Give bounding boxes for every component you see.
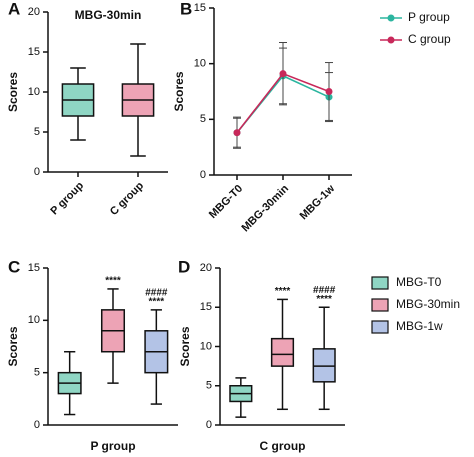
y-tick-label: 15 — [200, 301, 212, 313]
legend-label: P group — [408, 10, 450, 24]
panel-label: A — [8, 0, 20, 18]
legend-label: MBG-30min — [396, 297, 460, 311]
y-axis-title: Scores — [6, 72, 20, 112]
significance-label: #### — [145, 288, 168, 299]
y-tick-label: 20 — [28, 6, 40, 18]
y-axis-title: Scores — [172, 71, 186, 111]
data-point — [325, 88, 333, 95]
y-tick-label: 10 — [194, 58, 206, 70]
significance-label: **** — [149, 297, 165, 308]
legend-swatch — [371, 298, 389, 312]
y-tick-label: 20 — [200, 262, 212, 274]
y-tick-label: 10 — [200, 340, 212, 352]
significance-label: **** — [105, 276, 121, 287]
panel-label: D — [178, 257, 190, 276]
x-tick-label: C group — [108, 180, 146, 218]
x-axis-title: C group — [260, 439, 306, 453]
y-axis-title: Scores — [6, 326, 20, 366]
data-point — [233, 129, 241, 137]
significance-label: **** — [316, 294, 332, 305]
chart-title: MBG-30min — [75, 8, 142, 22]
legend-swatch — [371, 320, 389, 334]
y-tick-label: 5 — [200, 113, 206, 125]
y-tick-label: 5 — [34, 367, 40, 379]
y-tick-label: 0 — [34, 419, 40, 431]
significance-label: #### — [313, 285, 336, 296]
y-tick-label: 0 — [34, 166, 40, 178]
y-tick-label: 10 — [28, 314, 40, 326]
data-point — [279, 70, 287, 78]
y-axis-title: Scores — [178, 326, 192, 366]
y-tick-label: 15 — [28, 46, 40, 58]
box — [270, 337, 295, 367]
legend-marker — [387, 14, 395, 22]
x-axis-title: P group — [90, 439, 135, 453]
panel-label: B — [180, 0, 192, 18]
y-tick-label: 15 — [194, 2, 206, 14]
legend-marker — [387, 36, 395, 44]
y-tick-label: 15 — [28, 262, 40, 274]
y-tick-label: 5 — [206, 380, 212, 392]
legend-label: MBG-1w — [396, 319, 443, 333]
x-tick-label: P group — [48, 179, 86, 217]
y-tick-label: 0 — [200, 169, 206, 181]
y-tick-label: 0 — [206, 419, 212, 431]
x-tick-label: MBG-T0 — [207, 183, 245, 221]
y-tick-label: 10 — [28, 86, 40, 98]
legend-label: MBG-T0 — [396, 275, 442, 289]
panel-label: C — [8, 257, 20, 276]
legend-label: C group — [408, 32, 451, 46]
y-tick-label: 5 — [34, 126, 40, 138]
x-tick-label: MBG-1w — [298, 182, 338, 222]
x-tick-label: MBG-30min — [239, 182, 291, 234]
significance-label: **** — [275, 286, 291, 297]
legend-swatch — [371, 276, 389, 290]
box — [312, 348, 336, 383]
